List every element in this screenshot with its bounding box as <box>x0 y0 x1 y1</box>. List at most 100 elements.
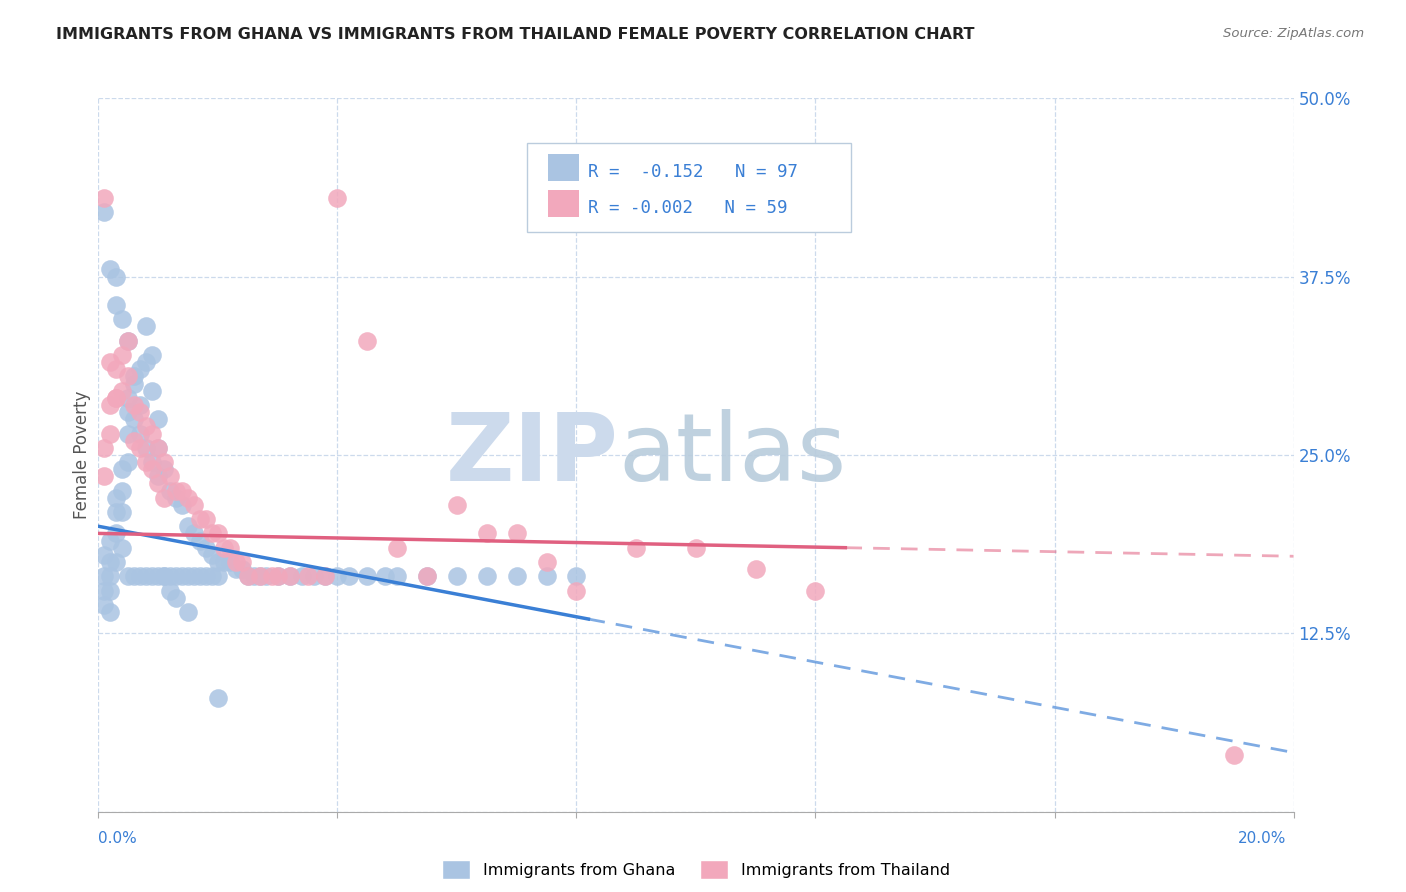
Point <box>93 441 115 455</box>
Point <box>207 555 229 569</box>
Point <box>207 569 229 583</box>
Point <box>111 483 134 498</box>
Point <box>212 541 235 555</box>
Point <box>105 269 128 284</box>
Point <box>177 519 200 533</box>
Point <box>124 569 146 583</box>
Point <box>475 526 498 541</box>
Point <box>135 455 157 469</box>
Point <box>124 376 146 391</box>
Point <box>1223 747 1246 762</box>
Point <box>172 483 194 498</box>
Point <box>225 562 247 576</box>
Point <box>117 426 139 441</box>
Point <box>326 191 349 205</box>
Point <box>249 569 271 583</box>
Point <box>159 569 181 583</box>
Point <box>141 455 163 469</box>
Point <box>188 512 211 526</box>
Point <box>165 569 187 583</box>
Point <box>93 191 115 205</box>
Point <box>685 541 707 555</box>
Point <box>153 569 176 583</box>
Point <box>231 562 253 576</box>
Point <box>100 583 122 598</box>
Point <box>212 555 235 569</box>
Point <box>93 548 115 562</box>
Point <box>153 491 176 505</box>
Point <box>249 569 271 583</box>
Text: R = -0.002   N = 59: R = -0.002 N = 59 <box>588 199 787 217</box>
Point <box>385 541 409 555</box>
Point <box>416 569 439 583</box>
Point <box>100 355 122 369</box>
Point <box>117 369 139 384</box>
Point <box>93 205 115 219</box>
Point <box>195 569 218 583</box>
Point <box>339 569 360 583</box>
Point <box>236 569 259 583</box>
Point <box>100 426 122 441</box>
Point <box>105 298 128 312</box>
Point <box>100 605 122 619</box>
Legend: Immigrants from Ghana, Immigrants from Thailand: Immigrants from Ghana, Immigrants from T… <box>436 854 956 886</box>
Point <box>124 369 146 384</box>
Point <box>129 362 152 376</box>
Point <box>129 398 152 412</box>
Point <box>117 569 139 583</box>
Point <box>159 483 181 498</box>
Point <box>626 541 648 555</box>
Point <box>297 569 319 583</box>
Point <box>129 569 152 583</box>
Point <box>135 319 157 334</box>
Point <box>804 583 827 598</box>
Point <box>159 583 181 598</box>
Point <box>172 569 194 583</box>
Point <box>100 262 122 277</box>
Point <box>111 505 134 519</box>
Point <box>267 569 290 583</box>
Point <box>243 569 266 583</box>
Point <box>278 569 301 583</box>
Point <box>165 491 187 505</box>
Point <box>159 469 181 483</box>
Point <box>141 384 163 398</box>
Text: 20.0%: 20.0% <box>1239 831 1286 846</box>
Point <box>105 391 128 405</box>
Point <box>105 491 128 505</box>
Point <box>105 505 128 519</box>
Point <box>141 348 163 362</box>
Point <box>267 569 290 583</box>
Point <box>165 591 187 605</box>
Point <box>260 569 283 583</box>
Point <box>201 548 224 562</box>
Point <box>100 398 122 412</box>
Point <box>177 605 200 619</box>
Point <box>177 569 200 583</box>
Point <box>506 526 529 541</box>
Point <box>446 498 468 512</box>
Point <box>148 476 170 491</box>
Point <box>177 491 200 505</box>
Point <box>195 512 218 526</box>
Point <box>374 569 396 583</box>
Point <box>165 483 187 498</box>
Y-axis label: Female Poverty: Female Poverty <box>73 391 91 519</box>
Point <box>148 469 170 483</box>
Point <box>278 569 301 583</box>
Point <box>183 498 205 512</box>
Point <box>105 362 128 376</box>
Point <box>141 426 163 441</box>
Point <box>536 569 558 583</box>
Point <box>117 455 139 469</box>
Point <box>188 533 211 548</box>
Point <box>506 569 529 583</box>
Point <box>231 555 253 569</box>
Point <box>745 562 768 576</box>
Point <box>100 533 122 548</box>
Point <box>183 526 205 541</box>
Point <box>111 384 134 398</box>
Point <box>302 569 325 583</box>
Point <box>93 598 115 612</box>
Point <box>356 334 378 348</box>
